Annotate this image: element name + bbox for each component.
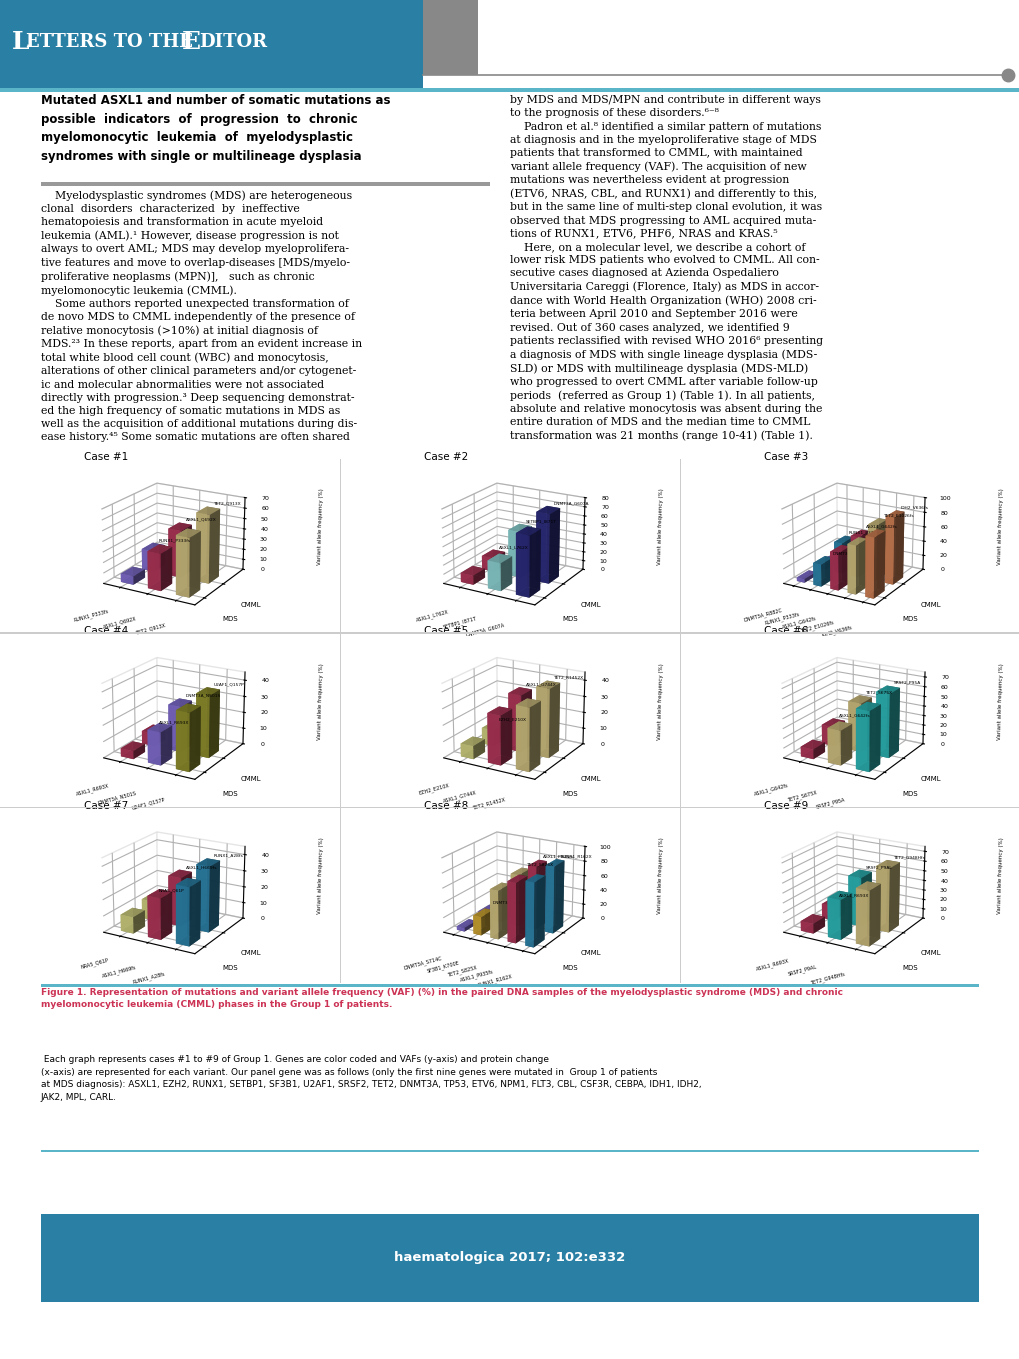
Text: Case #3: Case #3 (763, 453, 808, 462)
Text: DITOR: DITOR (199, 34, 267, 52)
Text: Myelodysplastic syndromes (MDS) are heterogeneous
clonal  disorders  characteriz: Myelodysplastic syndromes (MDS) are hete… (41, 190, 362, 443)
Text: Case #1: Case #1 (84, 453, 128, 462)
Text: by MDS and MDS/MPN and contribute in different ways
to the prognosis of these di: by MDS and MDS/MPN and contribute in dif… (510, 95, 822, 442)
Text: Case #5: Case #5 (424, 626, 468, 636)
Text: Case #9: Case #9 (763, 800, 808, 811)
Text: Case #4: Case #4 (84, 626, 128, 636)
Text: haematologica 2017; 102:e332: haematologica 2017; 102:e332 (394, 1252, 625, 1264)
Text: L: L (12, 30, 30, 54)
Text: E: E (181, 30, 201, 54)
Text: Case #8: Case #8 (424, 800, 468, 811)
Text: Figure 1. Representation of mutations and variant allele frequency (VAF) (%) in : Figure 1. Representation of mutations an… (41, 988, 842, 1010)
Text: ETTERS TO THE: ETTERS TO THE (25, 34, 199, 52)
Text: Case #6: Case #6 (763, 626, 808, 636)
Text: Mutated ASXL1 and number of somatic mutations as
possible  indicators  of  progr: Mutated ASXL1 and number of somatic muta… (41, 94, 390, 163)
Bar (423, 0, 478, 75)
Bar (0, 0, 423, 88)
Text: Each graph represents cases #1 to #9 of Group 1. Genes are color coded and VAFs : Each graph represents cases #1 to #9 of … (41, 1056, 701, 1102)
Text: Case #2: Case #2 (424, 453, 468, 462)
Text: Case #7: Case #7 (84, 800, 128, 811)
